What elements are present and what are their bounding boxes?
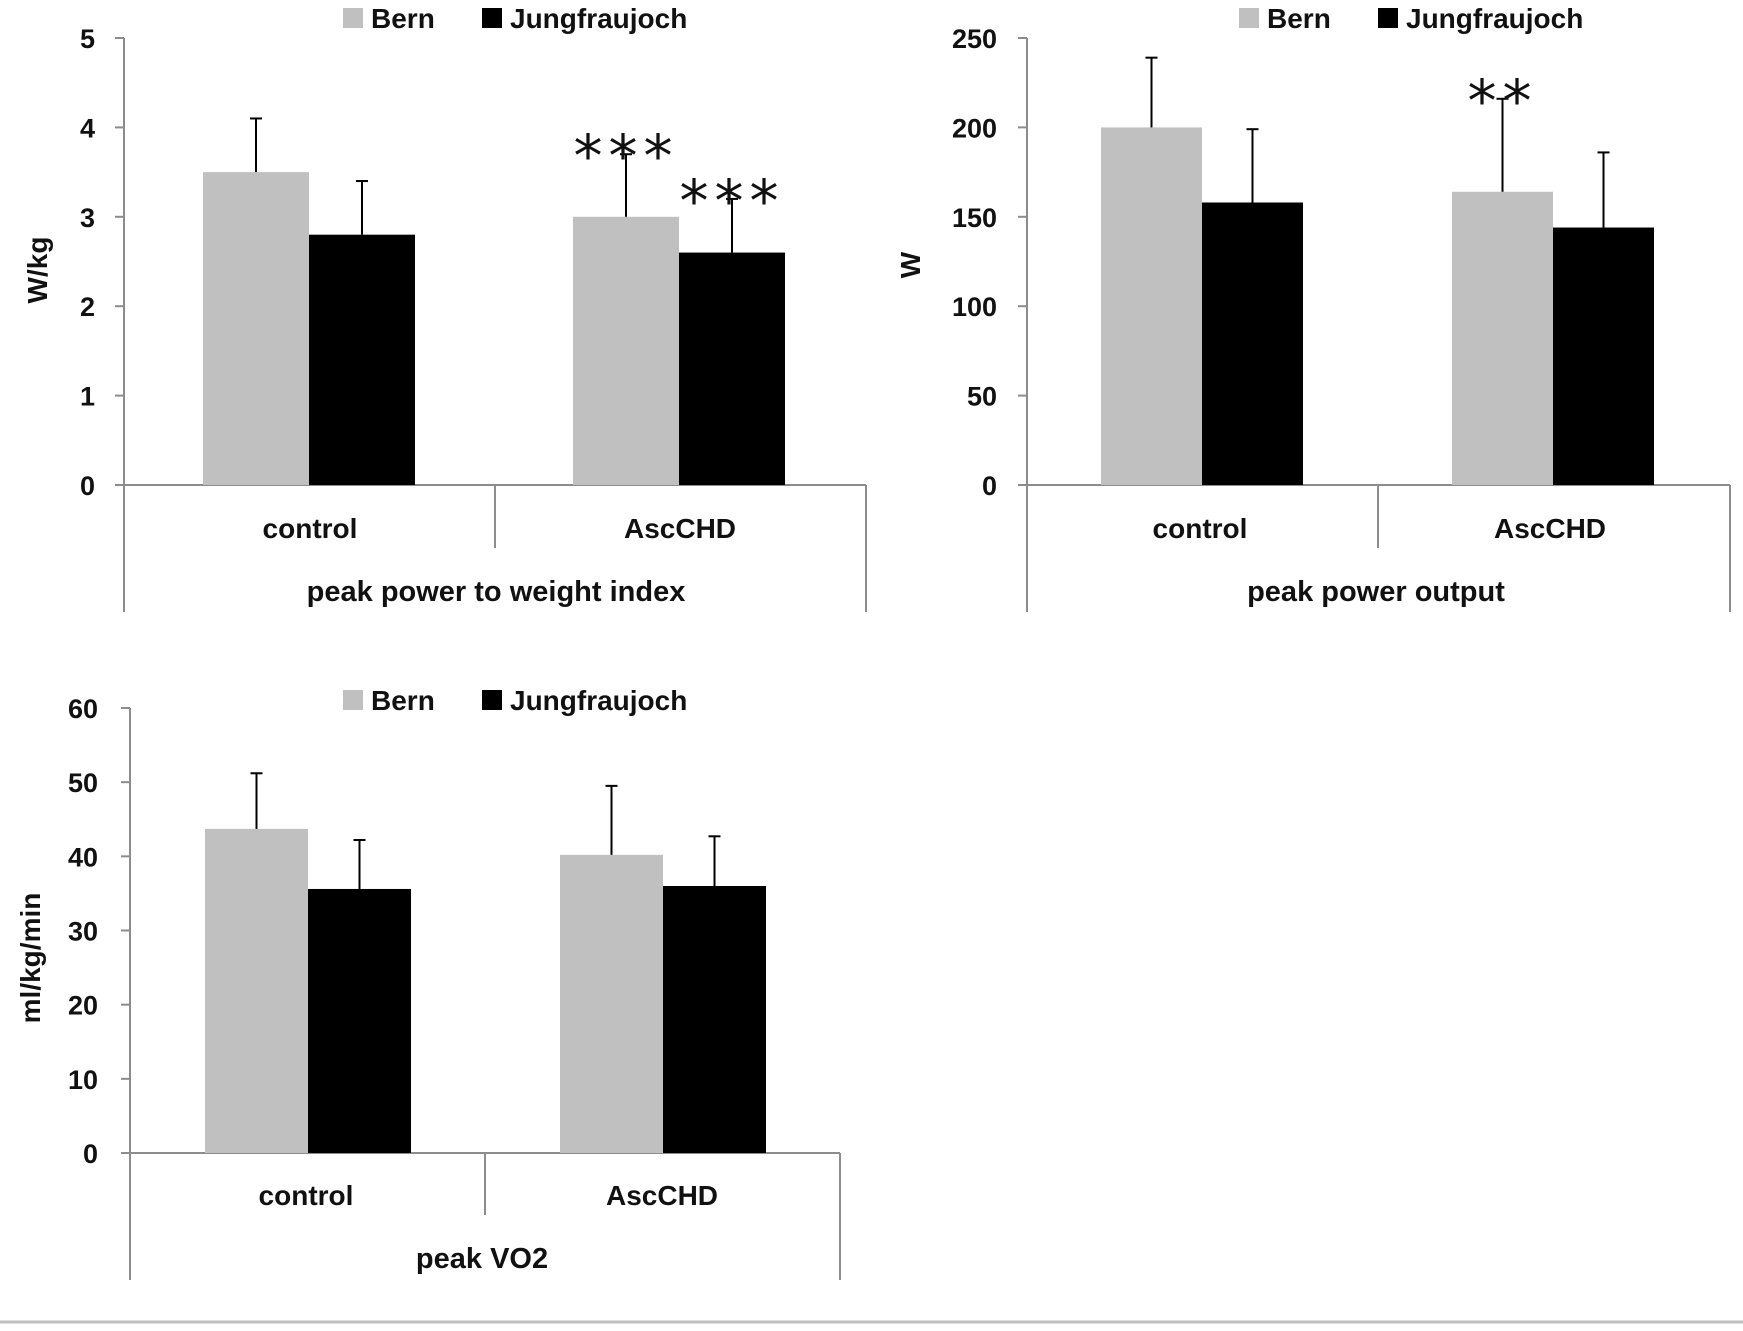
legend-swatch-jungfraujoch — [482, 8, 502, 28]
bar-jungfraujoch-control — [308, 888, 411, 1153]
y-tick-label: 3 — [80, 203, 95, 233]
y-tick-label: 5 — [80, 24, 95, 54]
y-tick-label: 40 — [68, 842, 98, 872]
y-tick-label: 10 — [68, 1065, 98, 1095]
bar-jungfraujoch-control — [309, 234, 415, 485]
legend-label-bern: Bern — [371, 3, 435, 34]
significance-marker: *** — [680, 167, 785, 235]
bar-bern-ascchd — [1452, 191, 1553, 485]
chart-peak-vo2: Bern Jungfraujoch ml/kg/min control AscC… — [15, 685, 841, 1280]
y-tick-label: 200 — [952, 113, 997, 143]
bar-bern-control — [203, 172, 309, 485]
y-tick-label: 20 — [68, 991, 98, 1021]
legend-label-jungfraujoch: Jungfraujoch — [510, 3, 687, 34]
bar-bern-ascchd — [573, 216, 679, 486]
category-label-control: control — [259, 1180, 354, 1211]
y-tick-label: 0 — [83, 1139, 98, 1169]
bar-jungfraujoch-ascchd — [663, 886, 766, 1153]
y-tick-label: 50 — [68, 768, 98, 798]
legend-label-bern: Bern — [371, 685, 435, 716]
legend-swatch-jungfraujoch — [482, 690, 502, 710]
y-axis-title: ml/kg/min — [15, 893, 46, 1024]
y-tick-label: 0 — [982, 471, 997, 501]
group-label: peak power output — [1247, 576, 1505, 608]
legend: Bern Jungfraujoch — [1239, 3, 1583, 34]
category-label-ascchd: AscCHD — [606, 1180, 718, 1211]
y-axis-title: W/kg — [22, 237, 53, 304]
group-label: peak power to weight index — [307, 576, 686, 608]
category-label-ascchd: AscCHD — [624, 513, 736, 544]
category-label-ascchd: AscCHD — [1494, 513, 1606, 544]
bar-bern-control — [1101, 127, 1202, 486]
legend-label-jungfraujoch: Jungfraujoch — [1406, 3, 1583, 34]
legend: Bern Jungfraujoch — [343, 3, 687, 34]
y-tick-label: 150 — [952, 203, 997, 233]
y-tick-label: 4 — [80, 113, 95, 143]
bar-bern-ascchd — [560, 854, 663, 1153]
y-tick-label: 250 — [952, 24, 997, 54]
legend-swatch-bern — [1239, 8, 1259, 28]
category-label-control: control — [263, 513, 358, 544]
bar-jungfraujoch-control — [1202, 202, 1303, 485]
y-tick-label: 0 — [80, 471, 95, 501]
legend-swatch-jungfraujoch — [1378, 8, 1398, 28]
bar-jungfraujoch-ascchd — [679, 252, 785, 485]
legend-label-jungfraujoch: Jungfraujoch — [510, 685, 687, 716]
legend: Bern Jungfraujoch — [343, 685, 687, 716]
y-tick-label: 50 — [967, 382, 997, 412]
chart-peak-power-to-weight-index: Bern Jungfraujoch W/kg control AscCHD pe… — [22, 3, 867, 612]
chart-peak-power-output: Bern Jungfraujoch W control AscCHD peak … — [895, 3, 1731, 612]
y-tick-label: 1 — [80, 382, 95, 412]
legend-label-bern: Bern — [1267, 3, 1331, 34]
group-label: peak VO2 — [416, 1243, 548, 1275]
y-tick-label: 30 — [68, 917, 98, 947]
y-tick-label: 60 — [68, 694, 98, 724]
bar-jungfraujoch-ascchd — [1553, 227, 1654, 485]
legend-swatch-bern — [343, 690, 363, 710]
significance-marker: ** — [1468, 67, 1538, 135]
bar-bern-control — [205, 828, 308, 1153]
y-axis-title: W — [895, 251, 926, 278]
y-tick-label: 100 — [952, 292, 997, 322]
category-label-control: control — [1153, 513, 1248, 544]
legend-swatch-bern — [343, 8, 363, 28]
y-tick-label: 2 — [80, 292, 95, 322]
significance-marker: *** — [574, 122, 679, 190]
